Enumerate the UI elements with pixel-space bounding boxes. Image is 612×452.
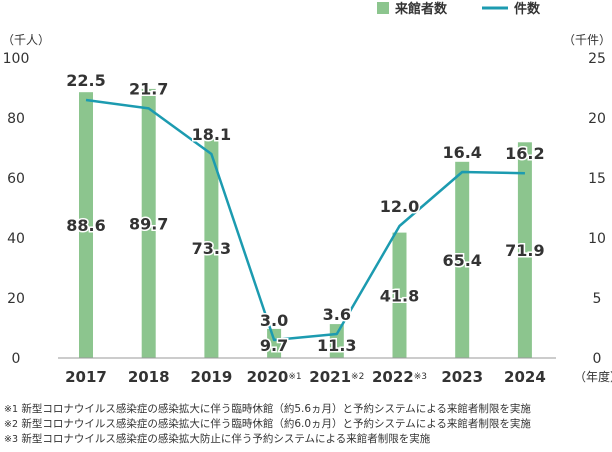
footnote-mark: ※2: [4, 419, 19, 430]
bar-value-label: 9.7: [260, 336, 288, 355]
category-label: 2019: [191, 368, 233, 386]
footnote-text: 新型コロナウイルス感染症の感染拡大に伴う臨時休館（約6.0ヵ月）と予約システムに…: [21, 418, 531, 430]
bar-value-label: 89.7: [129, 214, 168, 233]
right-tick-label: 5: [593, 291, 602, 307]
right-axis-unit: （千件）: [563, 33, 611, 47]
footnote-text: 新型コロナウイルス感染症の感染拡大に伴う臨時休館（約5.6ヵ月）と予約システムに…: [21, 403, 531, 415]
legend: 来館者数 件数: [377, 1, 541, 17]
line-value-label: 12.0: [380, 197, 419, 216]
left-tick-label: 20: [7, 291, 25, 307]
right-tick-label: 25: [588, 51, 606, 67]
right-tick-label: 10: [588, 231, 606, 247]
left-tick-label: 60: [7, 171, 25, 187]
right-tick-label: 0: [593, 351, 602, 367]
category-label: 2024: [504, 368, 546, 386]
bar-value-label: 73.3: [192, 239, 231, 258]
category-label: 2018: [128, 368, 170, 386]
left-tick-label: 0: [12, 351, 21, 367]
left-tick-label: 80: [7, 111, 25, 127]
legend-label-visitors: 来館者数: [394, 1, 448, 17]
line-value-label: 16.2: [505, 144, 544, 163]
right-tick-label: 15: [588, 171, 606, 187]
bar-visitors-2024: [517, 142, 532, 358]
line-cases: [85, 98, 525, 342]
category-label: 2021※2: [309, 368, 364, 386]
right-tick-label: 20: [588, 111, 606, 127]
line-value-label: 21.7: [129, 79, 168, 98]
category-label: 2022※3: [372, 368, 427, 386]
line-value-label: 22.5: [66, 71, 105, 90]
category-label: 2023: [441, 368, 483, 386]
footnote-mark: ※1: [4, 404, 19, 415]
bar-visitors-2017: [79, 92, 93, 358]
line-value-label: 16.4: [442, 143, 481, 162]
legend-swatch-visitors: [377, 2, 389, 14]
bar-value-label: 65.4: [442, 251, 481, 270]
bar-value-label: 11.3: [317, 336, 356, 355]
x-axis-unit: （年度）: [574, 369, 612, 384]
line-value-label: 3.6: [323, 305, 351, 324]
left-tick-label: 100: [3, 51, 30, 67]
combo-chart: 来館者数 件数 （千人） （千件） （年度） 0 20 40 60 80 100 0 5 10…: [2, 1, 612, 386]
left-axis-unit: （千人）: [2, 33, 50, 47]
bar-value-label: 71.9: [505, 241, 544, 260]
bar-visitors-2019: [204, 138, 219, 358]
category-label: 2020※1: [247, 368, 302, 386]
legend-label-cases: 件数: [514, 1, 541, 17]
bar-visitors-2020: [267, 328, 282, 358]
footnote-1: ※1 新型コロナウイルス感染症の感染拡大に伴う臨時休館（約5.6ヵ月）と予約シス…: [4, 402, 531, 417]
line-value-label: 3.0: [260, 311, 288, 330]
left-tick-label: 40: [7, 231, 25, 247]
bar-visitors-2023: [455, 161, 470, 358]
bar-value-label: 88.6: [66, 216, 105, 235]
bar-visitors-2021: [329, 324, 344, 358]
footnote-2: ※2 新型コロナウイルス感染症の感染拡大に伴う臨時休館（約6.0ヵ月）と予約シス…: [4, 417, 531, 432]
footnotes: ※1 新型コロナウイルス感染症の感染拡大に伴う臨時休館（約5.6ヵ月）と予約シス…: [4, 402, 531, 447]
line-value-label: 18.1: [192, 125, 231, 144]
footnote-mark: ※3: [4, 434, 19, 445]
bar-value-label: 41.8: [380, 286, 419, 305]
bar-visitors-2022: [392, 232, 407, 358]
bar-visitors-2018: [141, 88, 156, 359]
footnote-text: 新型コロナウイルス感染症の感染拡大防止に伴う予約システムによる来館者制限を実施: [21, 433, 431, 445]
category-label: 2017: [65, 368, 107, 386]
footnote-3: ※3 新型コロナウイルス感染症の感染拡大防止に伴う予約システムによる来館者制限を…: [4, 432, 531, 447]
